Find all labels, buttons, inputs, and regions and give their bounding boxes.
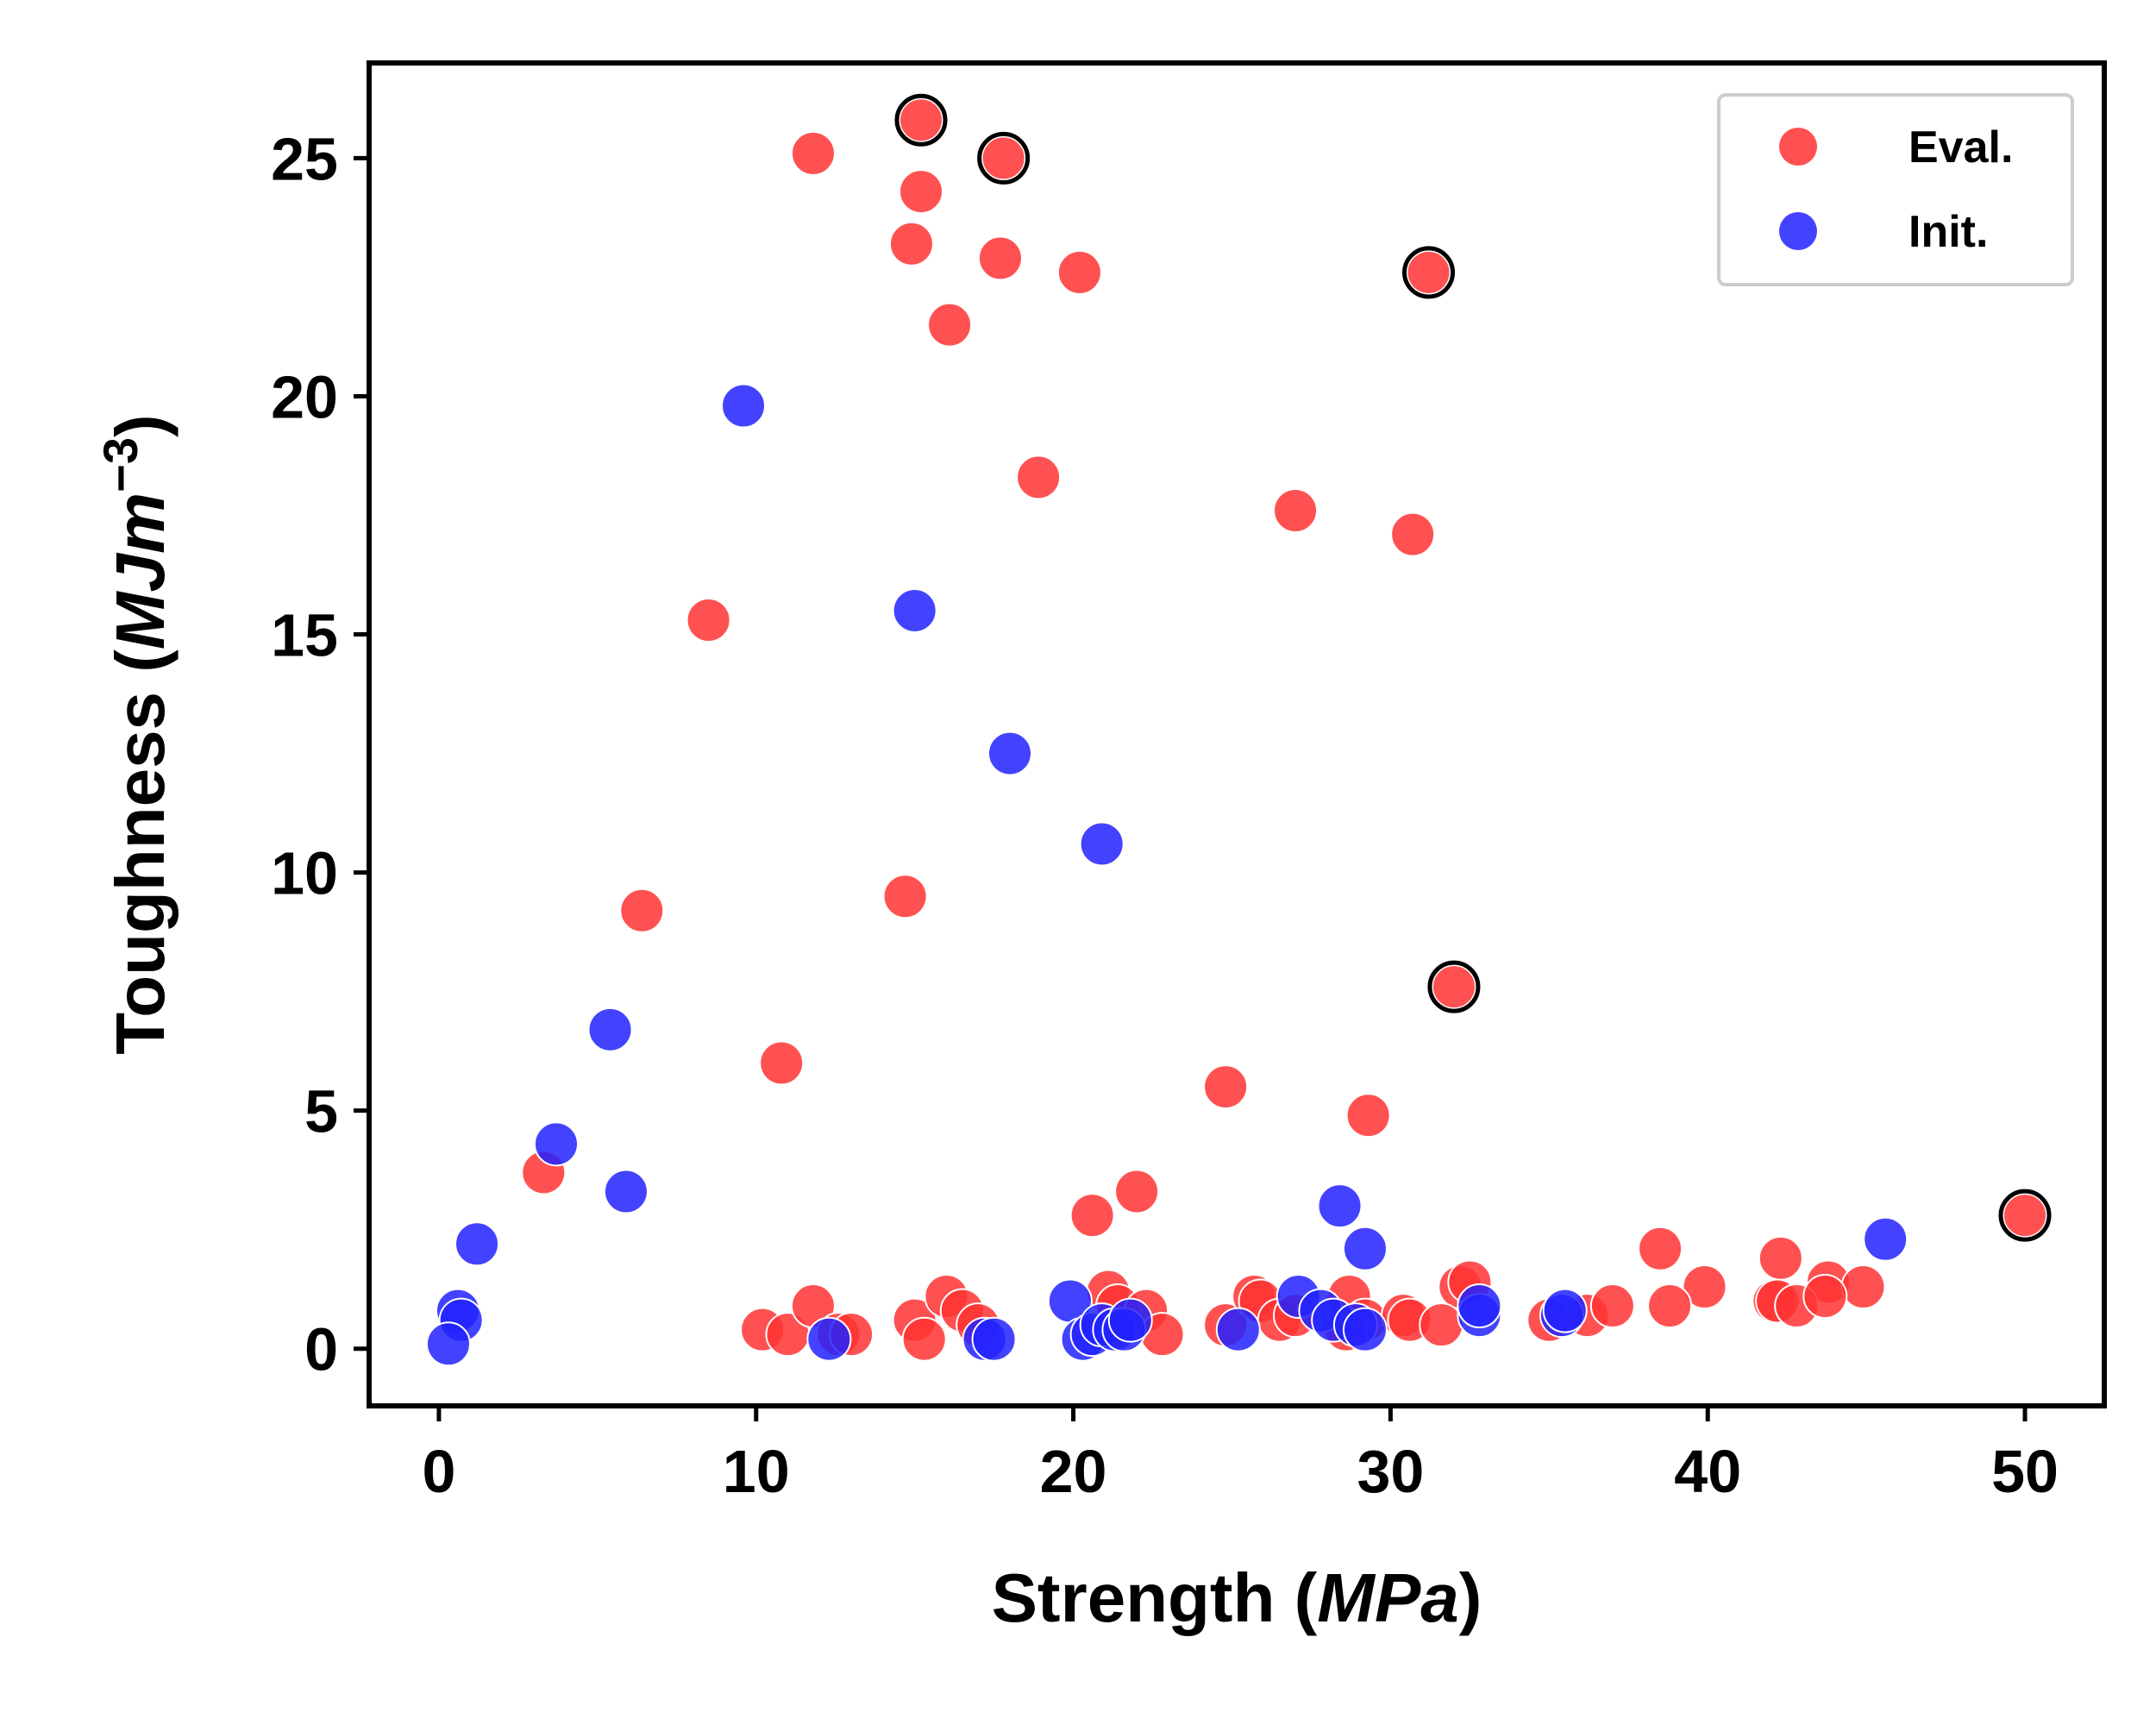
y-tick-label: 25 (271, 125, 338, 192)
init-point (1079, 821, 1125, 867)
eval-point (2002, 1193, 2048, 1239)
eval-point (1647, 1283, 1693, 1329)
highlight-ring (1402, 246, 1456, 299)
plot-area (425, 93, 2052, 1367)
init-point (1542, 1288, 1588, 1333)
eval-point (1069, 1193, 1115, 1239)
init-point (971, 1316, 1017, 1362)
eval-point (1682, 1264, 1727, 1309)
legend-marker-init (1779, 212, 1817, 250)
highlight-ring (894, 93, 948, 147)
eval-point (1114, 1169, 1160, 1214)
eval-point (1390, 511, 1436, 557)
init-point (1317, 1183, 1363, 1229)
init-point (1342, 1226, 1388, 1271)
y-tick-label: 0 (304, 1316, 338, 1383)
eval-point (901, 1316, 947, 1362)
legend: Eval. Init. (1717, 93, 2074, 286)
x-axis-label: Strength (MPa) (992, 1559, 1482, 1636)
init-point (721, 383, 767, 429)
x-tick-label: 50 (1991, 1438, 2059, 1505)
highlight-ring (1998, 1189, 2052, 1242)
eval-point (981, 135, 1026, 181)
eval-point (1758, 1235, 1803, 1281)
y-axis: 0 5 10 15 20 25 (271, 125, 369, 1383)
init-point (603, 1169, 649, 1214)
highlight-ring (1427, 960, 1481, 1013)
init-point (892, 587, 937, 633)
eval-point (1406, 249, 1451, 295)
eval-point (882, 874, 928, 919)
eval-point (1203, 1064, 1249, 1110)
eval-point (1056, 249, 1102, 295)
init-point (1215, 1307, 1261, 1352)
x-tick-label: 10 (723, 1438, 790, 1505)
init-point (1863, 1216, 1908, 1262)
legend-marker-eval (1779, 128, 1817, 166)
init-point (1107, 1297, 1153, 1343)
legend-label-eval: Eval. (1908, 122, 2013, 172)
legend-label-init: Init. (1908, 207, 1988, 257)
init-point (534, 1121, 580, 1167)
legend-box (1717, 93, 2074, 286)
init-point (806, 1316, 852, 1362)
eval-point (899, 97, 944, 143)
eval-point (619, 888, 665, 933)
eval-point (1419, 1302, 1464, 1348)
x-tick-label: 20 (1040, 1438, 1107, 1505)
y-tick-label: 20 (271, 363, 338, 430)
x-tick-label: 0 (422, 1438, 455, 1505)
init-point (425, 1321, 471, 1367)
eval-point (1345, 1093, 1391, 1138)
y-tick-label: 5 (304, 1078, 338, 1145)
init-point (1342, 1307, 1388, 1352)
init-point (454, 1221, 500, 1267)
eval-point (1589, 1283, 1635, 1329)
axes-frame (367, 60, 2107, 1408)
y-tick-label: 15 (271, 602, 338, 669)
eval-point (759, 1040, 805, 1086)
eval-point (888, 221, 934, 267)
eval-point (1016, 455, 1062, 500)
eval-point (1802, 1274, 1848, 1320)
eval-point (686, 597, 731, 643)
init-point (1457, 1283, 1502, 1329)
x-tick-label: 40 (1674, 1438, 1741, 1505)
init-point (587, 1007, 633, 1052)
eval-point (899, 169, 944, 215)
eval-point (790, 130, 836, 176)
eval-point (1840, 1264, 1886, 1309)
y-axis-label: Toughness (MJm−3) (93, 414, 179, 1054)
y-tick-label: 10 (271, 840, 338, 907)
eval-point (1273, 488, 1319, 533)
highlight-ring (977, 131, 1031, 185)
x-tick-label: 30 (1357, 1438, 1424, 1505)
eval-point (1638, 1226, 1683, 1271)
x-axis: 0 10 20 30 40 50 (422, 1406, 2059, 1505)
eval-point (977, 235, 1023, 281)
eval-point (1431, 964, 1476, 1010)
init-point (987, 731, 1033, 776)
eval-point (927, 302, 973, 348)
